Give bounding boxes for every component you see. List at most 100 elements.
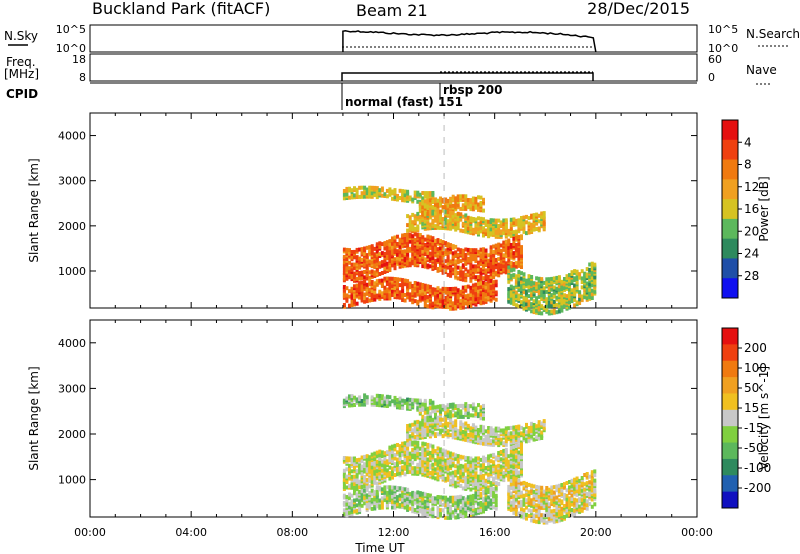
echo-pixel xyxy=(456,495,460,500)
echo-pixel xyxy=(393,248,397,253)
echo-pixel xyxy=(428,450,432,455)
echo-pixel xyxy=(363,397,367,402)
echo-pixel xyxy=(431,252,435,257)
echo-pixel xyxy=(342,493,346,498)
echo-pixel xyxy=(512,242,516,247)
echo-pixel xyxy=(365,395,369,400)
echo-pixel xyxy=(482,197,485,202)
echo-pixel xyxy=(464,278,468,283)
colorbar-tick-label: 16 xyxy=(744,202,759,216)
echo-pixel xyxy=(406,446,410,451)
echo-pixel xyxy=(449,226,453,231)
echo-pixel xyxy=(514,504,518,509)
echo-pixel xyxy=(482,250,485,255)
echo-pixel xyxy=(406,228,410,233)
echo-pixel xyxy=(560,279,564,284)
echo-pixel xyxy=(547,286,551,291)
echo-pixel xyxy=(355,458,359,463)
echo-pixel xyxy=(431,405,435,410)
echo-pixel xyxy=(456,276,460,281)
echo-pixel xyxy=(436,238,440,243)
echo-pixel xyxy=(406,401,410,406)
echo-pixel xyxy=(375,472,379,477)
echo-pixel xyxy=(393,257,397,262)
echo-pixel xyxy=(487,472,491,477)
echo-pixel xyxy=(401,244,405,249)
echo-pixel xyxy=(353,295,356,300)
echo-pixel xyxy=(388,242,392,247)
echo-pixel xyxy=(492,249,496,254)
echo-pixel xyxy=(461,464,465,469)
echo-pixel xyxy=(497,266,501,271)
echo-pixel xyxy=(408,427,412,431)
echo-pixel xyxy=(484,466,488,470)
echo-pixel xyxy=(560,488,564,493)
echo-pixel xyxy=(393,505,397,510)
echo-pixel xyxy=(570,478,574,483)
echo-pixel xyxy=(403,457,407,462)
echo-pixel xyxy=(507,279,511,284)
echo-pixel xyxy=(466,470,470,475)
echo-pixel xyxy=(428,463,432,468)
echo-pixel xyxy=(466,438,470,443)
echo-pixel xyxy=(370,506,374,511)
echo-pixel xyxy=(580,285,584,290)
echo-pixel xyxy=(396,398,399,402)
echo-pixel xyxy=(355,276,359,281)
echo-pixel xyxy=(454,464,458,469)
echo-pixel xyxy=(423,257,427,262)
echo-pixel xyxy=(547,277,551,282)
echo-pixel xyxy=(484,281,488,286)
echo-pixel xyxy=(363,393,367,398)
echo-pixel xyxy=(401,452,405,457)
echo-pixel xyxy=(391,284,394,288)
echo-pixel xyxy=(391,466,394,471)
echo-pixel xyxy=(477,282,480,286)
echo-pixel xyxy=(469,293,473,297)
echo-pixel xyxy=(411,398,415,403)
echo-pixel xyxy=(393,188,397,193)
echo-pixel xyxy=(527,508,531,513)
echo-pixel xyxy=(479,299,483,304)
echo-pixel xyxy=(469,285,473,290)
echo-pixel xyxy=(535,296,539,301)
echo-pixel xyxy=(474,511,478,516)
echo-pixel xyxy=(482,473,485,478)
echo-pixel xyxy=(396,249,399,254)
echo-pixel xyxy=(444,241,448,246)
echo-pixel xyxy=(428,198,432,203)
echo-pixel xyxy=(454,250,458,255)
echo-pixel xyxy=(575,300,579,305)
echo-pixel xyxy=(353,249,356,254)
echo-pixel xyxy=(436,500,440,505)
echo-pixel xyxy=(555,511,559,516)
echo-pixel xyxy=(408,222,412,227)
echo-pixel xyxy=(570,502,574,507)
echo-pixel xyxy=(482,226,485,231)
echo-pixel xyxy=(466,223,470,227)
echo-pixel xyxy=(479,295,483,300)
echo-pixel xyxy=(436,509,440,514)
y-tick-label: 2000 xyxy=(58,220,86,233)
echo-pixel xyxy=(512,230,516,235)
echo-pixel xyxy=(527,490,531,495)
nsky-label: N.Sky xyxy=(4,29,38,43)
echo-pixel xyxy=(464,224,468,229)
echo-pixel xyxy=(451,428,455,432)
echo-pixel xyxy=(499,428,503,433)
echo-pixel xyxy=(393,277,397,281)
echo-pixel xyxy=(459,484,463,488)
echo-pixel xyxy=(380,450,384,455)
echo-pixel xyxy=(479,225,483,230)
echo-pixel xyxy=(418,282,422,287)
echo-pixel xyxy=(375,502,379,507)
echo-pixel xyxy=(514,477,518,482)
echo-pixel xyxy=(532,508,536,513)
echo-pixel xyxy=(575,269,579,274)
echo-pixel xyxy=(378,485,382,490)
echo-pixel xyxy=(428,264,432,269)
echo-pixel xyxy=(416,490,420,495)
echo-pixel xyxy=(512,454,516,459)
echo-pixel xyxy=(487,504,491,509)
freq-unit-label: [MHz] xyxy=(4,67,39,81)
